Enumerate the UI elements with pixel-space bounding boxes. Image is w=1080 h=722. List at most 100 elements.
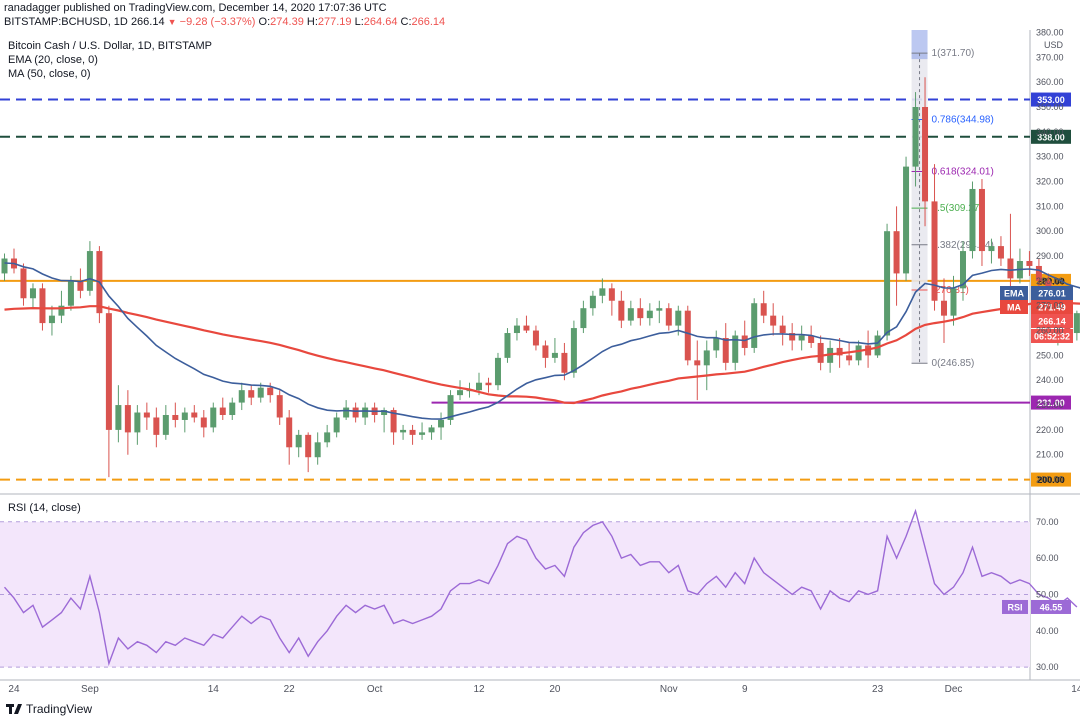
- level-label-box: [1031, 395, 1071, 410]
- candle-body: [286, 417, 293, 448]
- candle-body: [400, 429, 407, 433]
- candle-body: [884, 231, 891, 336]
- candle-body: [959, 251, 966, 289]
- chart-canvas[interactable]: 353.00 338.00 280.00 231.00 200.00 1(371.70)…: [0, 0, 1080, 696]
- candle-body: [846, 355, 853, 361]
- candle-body: [646, 310, 653, 319]
- time-tick-label: 24: [8, 684, 20, 695]
- candle-body: [134, 412, 141, 433]
- candle-body: [997, 246, 1004, 259]
- candle-body: [912, 107, 919, 167]
- candle-body: [305, 434, 312, 458]
- candle-body: [608, 288, 615, 301]
- candle-body: [58, 305, 65, 316]
- candle-body: [409, 429, 416, 435]
- candle-body: [599, 288, 606, 296]
- candle-body: [20, 268, 27, 299]
- open-value: 274.39: [270, 16, 304, 28]
- candle-body: [694, 360, 701, 366]
- candle-body: [1026, 261, 1033, 266]
- low-label: L:: [354, 16, 364, 28]
- candle-body: [675, 310, 682, 326]
- price-tick-label: 260.00: [1036, 326, 1064, 336]
- time-tick-label: 22: [284, 684, 296, 695]
- legend: Bitcoin Cash / U.S. Dollar, 1D, BITSTAMP…: [8, 40, 212, 514]
- high-label: H:: [306, 16, 318, 28]
- candle-body: [428, 427, 435, 433]
- candle-body: [105, 313, 112, 430]
- price-tick-label: 220.00: [1036, 425, 1064, 435]
- candle-body: [381, 410, 388, 415]
- indicator-name-box: [1000, 300, 1028, 314]
- candle-body: [1073, 313, 1080, 334]
- last-price: 266.14: [130, 16, 165, 28]
- tradingview-logo-icon: [6, 704, 22, 714]
- symbol: BITSTAMP:BCHUSD, 1D: [4, 16, 128, 28]
- legend-rsi: RSI (14, close): [8, 502, 81, 514]
- candle-body: [580, 308, 587, 329]
- level-label: 338.00: [1037, 132, 1065, 142]
- candle-body: [779, 325, 786, 334]
- candle-body: [29, 288, 36, 299]
- candle-body: [86, 251, 93, 291]
- candle-body: [181, 412, 188, 420]
- indicator-value: 06:52:32: [1034, 332, 1070, 342]
- rsi-name: RSI: [1007, 602, 1022, 612]
- candle-body: [172, 415, 179, 420]
- time-tick-label: 14: [208, 684, 220, 695]
- publisher-line: ranadagger published on TradingView.com,…: [4, 2, 387, 14]
- time-tick-label: 12: [473, 684, 485, 695]
- level-label-box: [1031, 129, 1071, 144]
- candle-body: [200, 417, 207, 428]
- level-label-box: [1031, 92, 1071, 107]
- high-value: 277.19: [317, 16, 352, 28]
- level-label-box: [1031, 472, 1071, 487]
- candle-body: [362, 407, 369, 418]
- candle-body: [751, 303, 758, 348]
- close-label: C:: [400, 16, 412, 28]
- time-tick-label: Oct: [367, 684, 383, 695]
- price-tick-label: 230.00: [1036, 400, 1064, 410]
- price-tick-label: 250.00: [1036, 350, 1064, 360]
- fib-level-label: 0.5(309.27): [932, 203, 983, 214]
- candle-body: [903, 166, 910, 274]
- level-label: 353.00: [1037, 95, 1065, 105]
- down-arrow-icon: ▼: [167, 17, 177, 27]
- candle-body: [969, 188, 976, 252]
- candle-body: [390, 410, 397, 433]
- candle-body: [210, 407, 217, 428]
- rsi-value-box: [1031, 599, 1071, 614]
- candle-body: [143, 412, 150, 418]
- legend-ma: MA (50, close, 0): [8, 68, 91, 80]
- candle-body: [504, 333, 511, 358]
- price-change: −9.28 (−3.37%): [179, 16, 256, 28]
- candle-body: [494, 357, 501, 386]
- price-tick-label: 370.00: [1036, 52, 1064, 62]
- candle-body: [343, 407, 350, 418]
- candle-body: [314, 442, 321, 458]
- rsi-tick-label: 50.00: [1036, 589, 1059, 599]
- price-tick-label: 310.00: [1036, 201, 1064, 211]
- candle-body: [893, 231, 900, 274]
- time-tick-label: 9: [742, 684, 748, 695]
- price-tick-label: 240.00: [1036, 375, 1064, 385]
- candle-body: [988, 246, 995, 252]
- candle-body: [542, 345, 549, 358]
- horizontal-levels: 353.00 338.00 280.00 231.00 200.00: [0, 92, 1071, 487]
- candle-body: [732, 335, 739, 363]
- legend-title: Bitcoin Cash / U.S. Dollar, 1D, BITSTAMP: [8, 40, 212, 52]
- candle-body: [722, 338, 729, 363]
- price-tick-label: 280.00: [1036, 276, 1064, 286]
- candle-body: [618, 300, 625, 321]
- candle-body: [1007, 258, 1014, 279]
- indicator-name: EMA: [1004, 289, 1025, 299]
- candle-body: [874, 335, 881, 356]
- ma-line: [4, 300, 1080, 405]
- candle-body: [589, 295, 596, 309]
- time-tick-label: 20: [549, 684, 561, 695]
- fib-level-label: 1(371.70): [932, 48, 975, 59]
- candle-body: [276, 395, 283, 418]
- price-tick-label: 210.00: [1036, 450, 1064, 460]
- close-value: 266.14: [411, 16, 446, 28]
- candle-body: [447, 395, 454, 420]
